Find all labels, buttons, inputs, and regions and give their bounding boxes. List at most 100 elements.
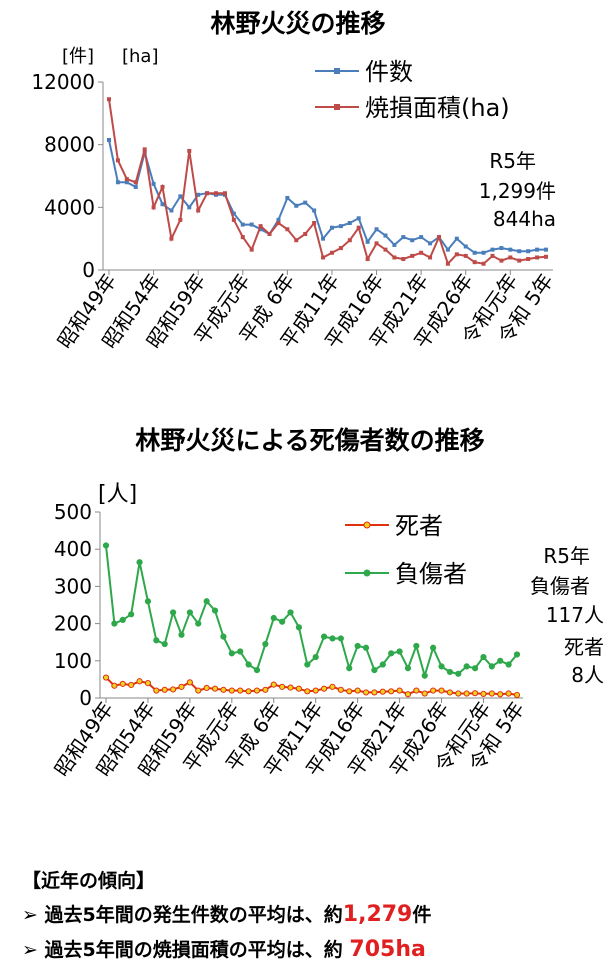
data-point	[160, 202, 165, 207]
data-point	[133, 184, 138, 189]
data-point	[178, 194, 183, 199]
data-point	[488, 663, 495, 670]
data-point	[312, 653, 319, 661]
data-point	[392, 255, 397, 260]
data-point	[419, 235, 424, 240]
summary-item-incidents: ➢ 過去5年間の発生件数の平均は、約1,279件	[22, 900, 431, 927]
data-point	[508, 255, 513, 260]
data-point	[249, 222, 254, 227]
data-point	[463, 663, 470, 670]
data-point	[214, 191, 219, 196]
data-point	[161, 686, 168, 693]
legend-marker	[334, 104, 340, 110]
legend-marker	[363, 521, 371, 529]
data-point	[144, 598, 152, 605]
data-point	[170, 686, 177, 693]
data-point	[354, 642, 361, 650]
data-point	[115, 180, 120, 185]
summary-unit: ha	[395, 937, 426, 962]
data-point	[436, 235, 441, 240]
data-point	[505, 661, 512, 668]
data-point	[374, 241, 379, 246]
data-point	[463, 690, 470, 697]
annotation-text: 1,299件	[479, 179, 556, 203]
fire-incidents-chart: 林野火災の推移12000800040000昭和49年昭和54年昭和59年平成元年…	[31, 9, 558, 353]
data-point	[144, 680, 152, 687]
data-point	[499, 258, 504, 263]
data-point	[253, 687, 261, 694]
data-point	[124, 180, 129, 185]
y-tick-label: 500	[54, 500, 92, 524]
data-point	[237, 648, 244, 655]
data-point	[115, 158, 120, 163]
data-point	[258, 224, 263, 229]
data-point	[228, 687, 235, 694]
data-point	[276, 217, 281, 222]
summary-value: 705	[349, 937, 396, 962]
data-point	[535, 247, 540, 252]
data-point	[142, 147, 147, 152]
annotation-text: 死者	[564, 635, 604, 659]
data-point	[388, 688, 395, 695]
data-point	[404, 665, 412, 672]
data-point	[304, 688, 311, 695]
data-point	[526, 257, 531, 262]
y-tick-label: 400	[54, 537, 92, 561]
data-point	[203, 598, 210, 605]
data-point	[379, 688, 386, 695]
data-point	[338, 224, 343, 229]
data-point	[371, 667, 378, 674]
data-point	[354, 687, 361, 694]
data-point	[295, 624, 303, 631]
data-point	[287, 684, 294, 691]
data-point	[338, 246, 343, 251]
data-point	[303, 200, 308, 205]
data-point	[253, 667, 261, 674]
chart-title: 林野火災の推移	[210, 9, 385, 38]
data-point	[413, 642, 420, 650]
data-point	[107, 97, 111, 102]
data-point	[262, 686, 269, 693]
data-point	[153, 687, 160, 694]
data-point	[392, 242, 397, 247]
data-point	[220, 633, 227, 640]
legend-label: 焼損面積(ha)	[365, 94, 510, 122]
data-point	[428, 241, 433, 246]
data-point	[329, 683, 336, 690]
data-point	[222, 191, 227, 196]
data-point	[187, 148, 192, 153]
annotation-text: R5年	[489, 149, 536, 173]
data-point	[312, 221, 317, 225]
data-point	[362, 644, 370, 651]
y-tick-label: 0	[79, 686, 92, 710]
chart-title: 林野火災による死傷者数の推移	[135, 426, 484, 455]
y-axis-label-right: [ha]	[122, 46, 158, 67]
data-point	[490, 253, 495, 258]
y-tick-label: 0	[82, 258, 95, 282]
data-point	[133, 180, 138, 185]
data-point	[320, 633, 328, 640]
data-point	[401, 257, 406, 262]
data-point	[362, 689, 370, 696]
data-point	[245, 688, 252, 695]
data-point	[379, 661, 386, 668]
data-point	[463, 244, 468, 249]
data-point	[267, 231, 272, 236]
annotation-text: R5年	[543, 544, 590, 568]
data-point	[151, 205, 156, 210]
data-point	[404, 691, 412, 698]
data-point	[371, 689, 378, 696]
summary-text: 過去5年間の焼損面積の平均は、約	[44, 939, 343, 961]
data-point	[454, 236, 459, 241]
data-point	[245, 661, 252, 668]
data-point	[279, 683, 286, 690]
data-point	[285, 195, 290, 200]
y-tick-label: 300	[54, 574, 92, 598]
data-point	[195, 687, 202, 694]
y-tick-label: 4000	[44, 195, 95, 219]
data-point	[401, 235, 406, 240]
data-point	[151, 181, 156, 186]
data-point	[270, 614, 277, 622]
data-point	[446, 689, 453, 696]
data-point	[499, 246, 504, 251]
